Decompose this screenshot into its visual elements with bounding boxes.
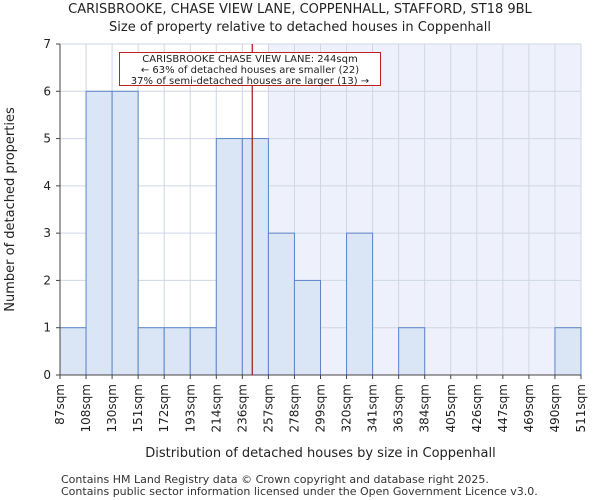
x-tick-label: 384sqm (418, 384, 432, 432)
x-tick-label: 172sqm (157, 384, 171, 432)
x-tick-label: 193sqm (183, 384, 197, 432)
y-axis-title: Number of detached properties (3, 107, 18, 312)
histogram-bar (293, 279, 322, 376)
histogram-bar (267, 232, 295, 376)
annotation-line-2: ← 63% of detached houses are smaller (22… (140, 65, 360, 76)
x-tick-label: 490sqm (548, 384, 562, 432)
x-tick-label: 426sqm (470, 384, 484, 432)
x-tick-label: 299sqm (314, 384, 328, 432)
footer-copyright: Contains HM Land Registry data © Crown c… (61, 473, 489, 486)
histogram-bar (346, 232, 374, 376)
x-tick-label: 341sqm (366, 384, 380, 432)
y-tick-label: 5 (43, 132, 51, 146)
x-tick-label: 130sqm (105, 384, 119, 432)
x-tick-label: 469sqm (522, 384, 536, 432)
histogram-bar (554, 327, 582, 376)
histogram-bar (59, 327, 87, 376)
x-tick-label: 257sqm (261, 384, 275, 432)
x-tick-label: 511sqm (574, 384, 588, 432)
x-tick-label: 236sqm (235, 384, 249, 432)
annotation-line-1: CARISBROOKE CHASE VIEW LANE: 244sqm (142, 54, 358, 65)
annotation-box: CARISBROOKE CHASE VIEW LANE: 244sqm ← 63… (119, 52, 381, 87)
chart-title-address: CARISBROOKE, CHASE VIEW LANE, COPPENHALL… (68, 2, 532, 17)
x-tick-label: 151sqm (131, 384, 145, 432)
chart-title: Size of property relative to detached ho… (109, 20, 491, 35)
x-tick-label: 363sqm (392, 384, 406, 432)
y-tick-label: 6 (43, 84, 51, 98)
footer-licence: Contains public sector information licen… (61, 485, 538, 498)
y-tick-label: 4 (43, 179, 51, 193)
annotation-line-3: 37% of semi-detached houses are larger (… (130, 76, 370, 87)
y-tick-label: 7 (43, 37, 51, 51)
x-tick-label: 87sqm (53, 384, 67, 425)
histogram-bar (111, 90, 139, 376)
histogram-bar (137, 327, 165, 376)
x-axis-title: Distribution of detached houses by size … (145, 446, 495, 461)
histogram-bar (398, 327, 426, 376)
y-tick-label: 3 (43, 226, 51, 240)
y-tick-label: 2 (43, 273, 51, 287)
x-tick-label: 108sqm (79, 384, 93, 432)
x-tick-label: 278sqm (287, 384, 301, 432)
histogram-bar (85, 90, 113, 376)
y-tick-label: 1 (43, 321, 51, 335)
x-tick-label: 447sqm (496, 384, 510, 432)
x-tick-label: 214sqm (209, 384, 223, 432)
histogram-bar (241, 138, 269, 376)
x-tick-label: 405sqm (444, 384, 458, 432)
histogram-bar (189, 327, 217, 376)
histogram-bar (163, 327, 191, 376)
y-tick-label: 0 (43, 368, 51, 382)
x-tick-label: 320sqm (340, 384, 354, 432)
histogram-bar (215, 138, 243, 376)
